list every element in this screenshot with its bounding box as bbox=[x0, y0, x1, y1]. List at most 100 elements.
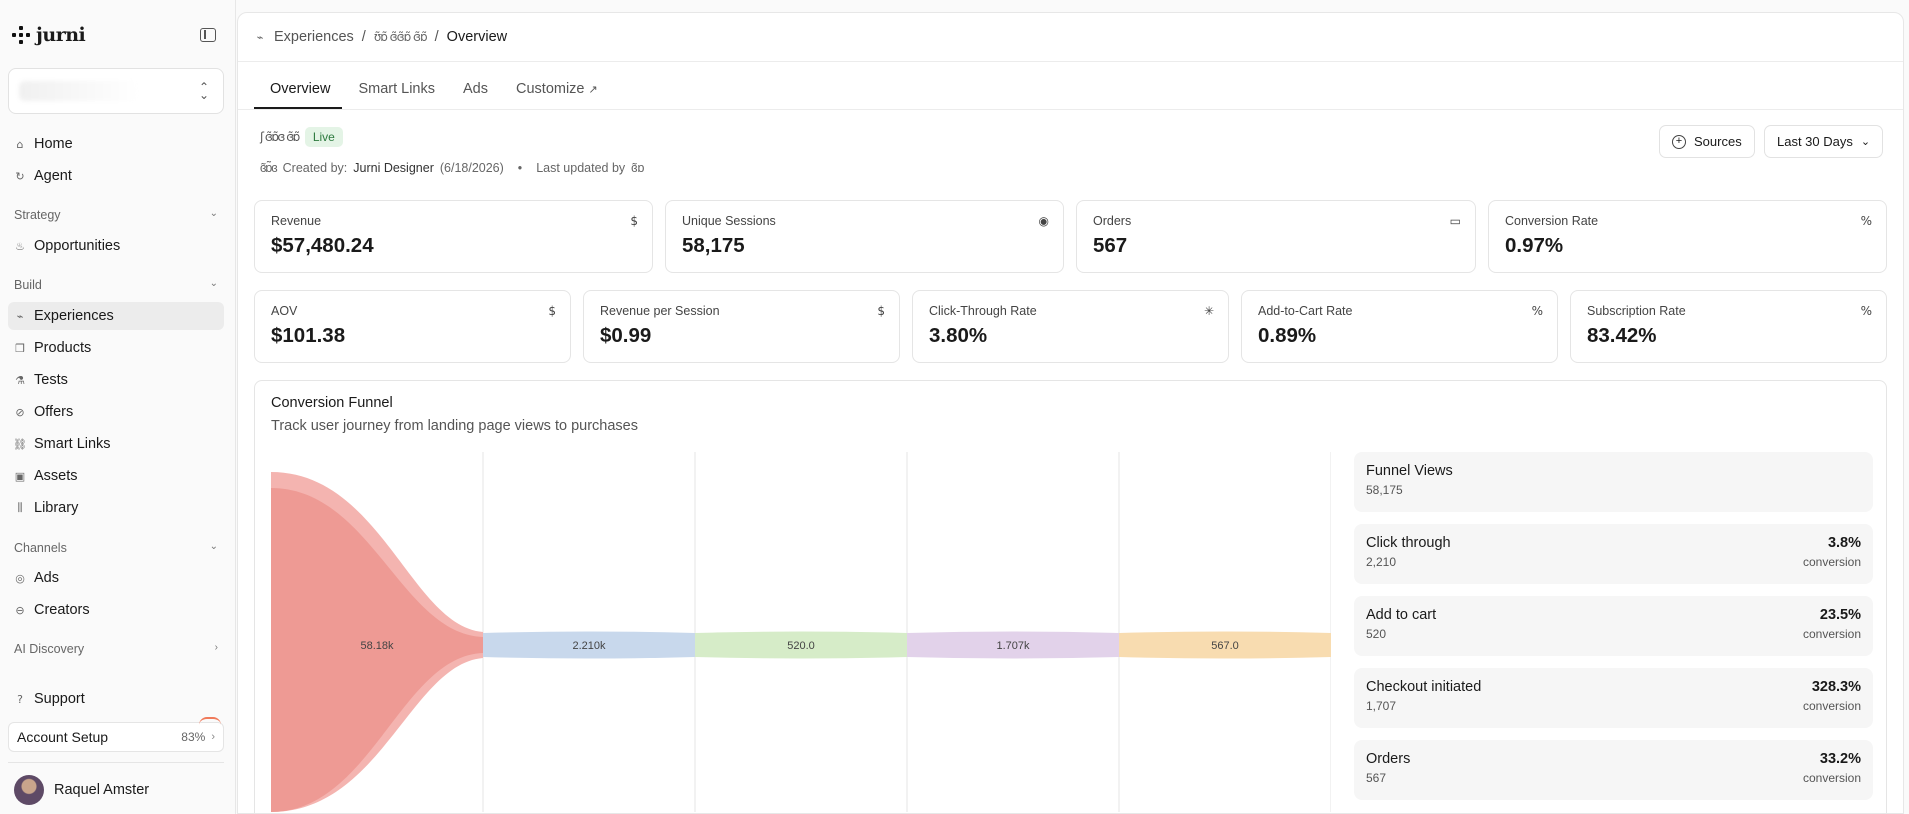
metric-card-click-through-rate: Click-Through Rate 3.80% ✳ bbox=[912, 290, 1229, 363]
logo-mark-icon bbox=[12, 26, 30, 44]
funnel-flow-label: 2.210k bbox=[572, 640, 606, 652]
funnel-subtitle: Track user journey from landing page vie… bbox=[271, 418, 638, 434]
account-setup-label: Account Setup bbox=[17, 729, 109, 745]
breadcrumb-experience-redacted[interactable]: ʊ̃ɒ̃ ɞ̃ɞ̃ɒ̃ ɞ̃ɒ̃ bbox=[373, 30, 428, 44]
funnel-flow-orders[interactable] bbox=[1119, 631, 1331, 659]
metric-card-add-to-cart-rate: Add-to-Cart Rate 0.89% % bbox=[1241, 290, 1558, 363]
experience-meta: ɞ̃ɒ̃ɞ Created by: Jurni Designer (6/18/2… bbox=[260, 161, 645, 175]
sidebar-item-label: Experiences bbox=[34, 308, 114, 324]
sidebar-item-opportunities[interactable]: ♨ Opportunities bbox=[8, 232, 224, 260]
chevrons-up-down-icon: ⌃ ⌄ bbox=[198, 80, 209, 102]
user-menu[interactable]: Raquel Amster bbox=[14, 775, 149, 805]
funnel-stage-funnel-views[interactable]: Funnel Views 58,175 bbox=[1354, 452, 1873, 512]
tag-icon: ⊘ bbox=[15, 405, 25, 419]
sidebar-item-experiences[interactable]: ⌁ Experiences bbox=[8, 302, 224, 330]
section-channels[interactable]: Channels ⌄ bbox=[14, 541, 218, 555]
route-icon: ⌁ bbox=[16, 309, 24, 323]
updated-label: Last updated by bbox=[536, 161, 626, 175]
chevron-down-icon: ⌄ bbox=[209, 208, 218, 219]
sidebar: jurni ⌃ ⌄ ⌂ Home ↻ Agent Strategy ⌄ ♨ Oppo… bbox=[0, 0, 236, 814]
metric-card-orders: Orders 567 ▭ bbox=[1076, 200, 1476, 273]
metric-card-unique-sessions: Unique Sessions 58,175 ◉ bbox=[665, 200, 1064, 273]
header-divider bbox=[238, 61, 1903, 62]
section-build[interactable]: Build ⌄ bbox=[14, 278, 218, 292]
box-icon: ❒ bbox=[15, 341, 25, 355]
funnel-stage-checkout-initiated[interactable]: Checkout initiated 1,707 328.3% conversi… bbox=[1354, 668, 1873, 728]
sidebar-item-agent[interactable]: ↻ Agent bbox=[8, 162, 224, 190]
click-icon: ✳ bbox=[1203, 304, 1214, 318]
funnel-stage-add-to-cart[interactable]: Add to cart 520 23.5% conversion bbox=[1354, 596, 1873, 656]
sidebar-item-products[interactable]: ❒ Products bbox=[8, 334, 224, 362]
plus-circle-icon: + bbox=[1672, 134, 1686, 149]
help-circle-icon: ? bbox=[17, 692, 23, 706]
dollar-icon: $ bbox=[548, 304, 556, 318]
funnel-stage-orders[interactable]: Orders 567 33.2% conversion bbox=[1354, 740, 1873, 800]
percent-icon: % bbox=[1531, 304, 1543, 318]
chevron-down-icon: ⌄ bbox=[209, 278, 218, 289]
sidebar-item-home[interactable]: ⌂ Home bbox=[8, 130, 224, 158]
funnel-flow-chart: 58.18k 2.210k 520.0 1.707k 567.0 bbox=[271, 452, 1331, 812]
sidebar-item-ads[interactable]: ◎ Ads bbox=[8, 564, 224, 592]
dollar-icon: $ bbox=[630, 214, 638, 228]
sidebar-item-label: Products bbox=[34, 340, 92, 356]
sidebar-item-label: Assets bbox=[34, 468, 78, 484]
sidebar-item-label: Library bbox=[34, 500, 79, 516]
funnel-flow-label: 58.18k bbox=[360, 640, 394, 652]
metric-card-revenue-per-session: Revenue per Session $0.99 $ bbox=[583, 290, 900, 363]
experience-title: ʃ ɞ̃ɒ̃ɞ ɞ̃ɒ̃ Live bbox=[260, 127, 343, 147]
metric-card-subscription-rate: Subscription Rate 83.42% % bbox=[1570, 290, 1887, 363]
sources-button[interactable]: + Sources bbox=[1659, 125, 1755, 158]
updated-by-redacted: ɞ̃ɒ bbox=[631, 161, 645, 175]
home-icon: ⌂ bbox=[16, 137, 24, 151]
sidebar-item-offers[interactable]: ⊘ Offers bbox=[8, 398, 224, 426]
app-logo[interactable]: jurni bbox=[12, 24, 86, 46]
percent-icon: % bbox=[1860, 304, 1872, 318]
funnel-stage-click-through[interactable]: Click through 2,210 3.8% conversion bbox=[1354, 524, 1873, 584]
sidebar-item-label: Support bbox=[34, 691, 85, 707]
workspace-name-redacted bbox=[19, 81, 139, 101]
status-badge: Live bbox=[304, 127, 343, 147]
breadcrumb-separator: / bbox=[434, 29, 439, 45]
tab-ads[interactable]: Ads bbox=[463, 81, 488, 97]
funnel-flow-label: 520.0 bbox=[787, 640, 815, 652]
sidebar-item-library[interactable]: ⫼ Library bbox=[8, 494, 224, 522]
sidebar-item-tests[interactable]: ⚗ Tests bbox=[8, 366, 224, 394]
card-icon: ▭ bbox=[1449, 214, 1461, 228]
breadcrumb-root[interactable]: Experiences bbox=[274, 29, 354, 45]
funnel-flow-click-through[interactable] bbox=[483, 631, 695, 659]
chevron-down-icon: ⌄ bbox=[209, 541, 218, 552]
ads-icon: ◎ bbox=[15, 571, 25, 585]
sidebar-item-label: Ads bbox=[34, 570, 59, 586]
account-setup-button[interactable]: Account Setup 83% › bbox=[8, 717, 224, 752]
link-icon: ⛓ bbox=[13, 437, 27, 451]
percent-icon: % bbox=[1860, 214, 1872, 228]
progress-ring-icon bbox=[199, 717, 221, 725]
date-range-select[interactable]: Last 30 Days ⌄ bbox=[1764, 125, 1884, 158]
funnel-flow-funnel-views-core[interactable] bbox=[271, 488, 483, 812]
breadcrumb-separator: / bbox=[361, 29, 366, 45]
tabs-divider bbox=[238, 109, 1903, 110]
main-panel: ⌁ Experiences / ʊ̃ɒ̃ ɞ̃ɞ̃ɒ̃ ɞ̃ɒ̃ / Overv… bbox=[237, 12, 1904, 814]
sidebar-toggle-icon[interactable] bbox=[200, 28, 216, 42]
sidebar-item-assets[interactable]: ▣ Assets bbox=[8, 462, 224, 490]
tab-customize[interactable]: Customize ↗ bbox=[516, 81, 598, 97]
route-icon: ⌁ bbox=[256, 30, 264, 44]
section-strategy[interactable]: Strategy ⌄ bbox=[14, 208, 218, 222]
sidebar-item-smart-links[interactable]: ⛓ Smart Links bbox=[8, 430, 224, 458]
account-setup-progress: 83% bbox=[181, 730, 206, 744]
app-name: jurni bbox=[36, 24, 86, 46]
workspace-switcher[interactable]: ⌃ ⌄ bbox=[8, 68, 224, 114]
section-ai-discovery[interactable]: AI Discovery › bbox=[14, 642, 218, 656]
tab-overview[interactable]: Overview bbox=[254, 73, 343, 109]
sidebar-item-label: Agent bbox=[34, 168, 72, 184]
sidebar-item-support[interactable]: ? Support bbox=[8, 685, 224, 713]
funnel-flow-add-to-cart[interactable] bbox=[695, 631, 907, 659]
funnel-flow-label: 567.0 bbox=[1211, 640, 1239, 652]
dollar-icon: $ bbox=[877, 304, 885, 318]
meta-redacted: ɞ̃ɒ̃ɞ bbox=[260, 161, 278, 175]
sidebar-item-creators[interactable]: ⊖ Creators bbox=[8, 596, 224, 624]
tab-smart-links[interactable]: Smart Links bbox=[358, 81, 435, 97]
funnel-flow-label: 1.707k bbox=[996, 640, 1030, 652]
funnel-flow-checkout-initiated[interactable] bbox=[907, 631, 1119, 659]
sidebar-item-label: Opportunities bbox=[34, 238, 121, 254]
